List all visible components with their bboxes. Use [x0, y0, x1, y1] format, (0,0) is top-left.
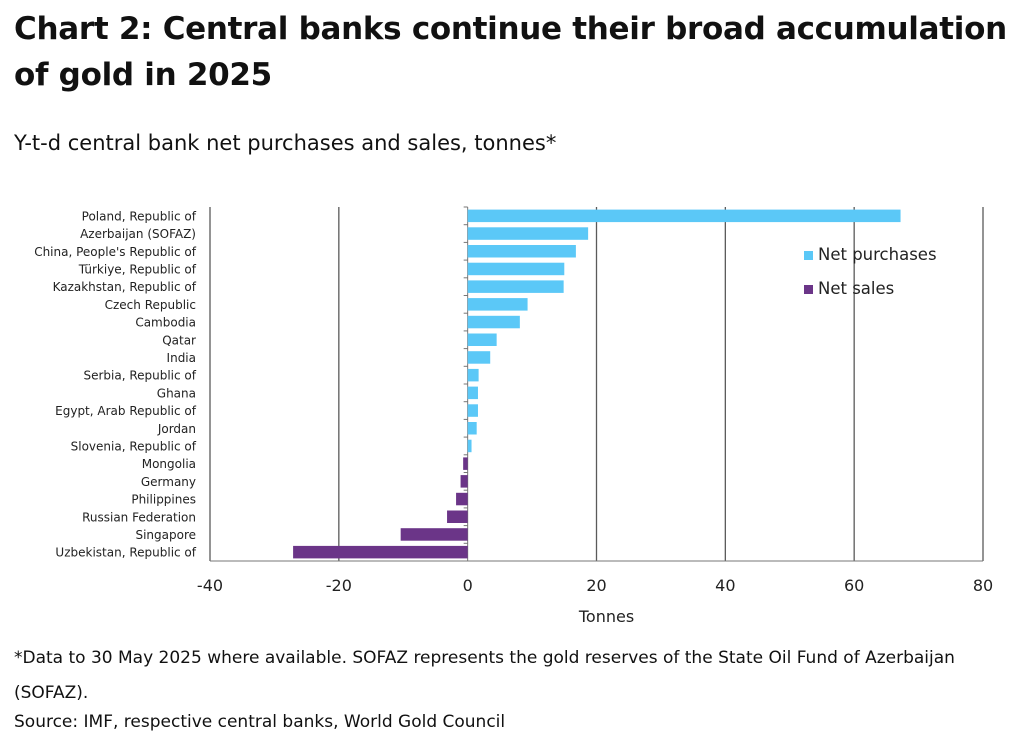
- chart-subtitle: Y-t-d central bank net purchases and sal…: [14, 131, 557, 155]
- bar-net-purchase: [467, 333, 497, 346]
- footnote: *Data to 30 May 2025 where available. SO…: [14, 648, 955, 703]
- category-label: Jordan: [157, 422, 196, 436]
- x-tick-label: 20: [586, 576, 606, 595]
- legend: Net purchases Net sales: [804, 245, 937, 298]
- category-label: Qatar: [162, 333, 196, 347]
- category-label: Philippines: [131, 493, 196, 507]
- x-tick-label: -40: [197, 576, 223, 595]
- category-label: Azerbaijan (SOFAZ): [80, 227, 196, 241]
- category-label: Egypt, Arab Republic of: [55, 404, 197, 418]
- category-label: Mongolia: [142, 457, 196, 471]
- bars: [293, 209, 901, 559]
- category-label: China, People's Republic of: [34, 245, 197, 259]
- category-label: Czech Republic: [105, 298, 196, 312]
- category-label: Türkiye, Republic of: [78, 262, 197, 276]
- bar-net-purchase: [467, 404, 478, 417]
- bar-net-purchase: [467, 227, 589, 240]
- bar-chart: Poland, Republic of Azerbaijan (SOFAZ) Chi…: [34, 206, 993, 626]
- category-label: India: [167, 351, 196, 365]
- x-tick-label: 80: [973, 576, 993, 595]
- legend-swatch-purchases: [804, 251, 813, 260]
- bar-net-sale: [293, 545, 468, 559]
- x-tick-label: 0: [463, 576, 473, 595]
- category-label: Serbia, Republic of: [83, 369, 196, 383]
- bar-net-purchase: [467, 351, 491, 364]
- legend-swatch-sales: [804, 285, 813, 294]
- bar-net-purchase: [467, 280, 564, 293]
- bar-net-sale: [460, 475, 468, 488]
- bar-net-purchase: [467, 245, 576, 258]
- category-label: Poland, Republic of: [82, 209, 197, 223]
- category-label: Kazakhstan, Republic of: [53, 280, 197, 294]
- bar-net-sale: [463, 457, 468, 470]
- category-labels: Poland, Republic of Azerbaijan (SOFAZ) Chi…: [34, 209, 197, 559]
- bar-net-sale: [456, 492, 468, 506]
- bar-net-purchase: [467, 386, 478, 400]
- source-note: Source: IMF, respective central banks, W…: [14, 712, 506, 732]
- category-label: Slovenia, Republic of: [71, 439, 197, 453]
- bar-net-sale: [400, 528, 468, 541]
- category-label: Ghana: [157, 386, 196, 400]
- bar-net-sale: [447, 510, 468, 523]
- category-label: Cambodia: [135, 316, 196, 330]
- x-tick-labels: -40 -20 0 20 40 60 80: [197, 576, 993, 595]
- x-tick-label: 60: [844, 576, 864, 595]
- bar-net-purchase: [467, 439, 472, 453]
- category-label: Russian Federation: [82, 510, 196, 524]
- bar-net-purchase: [467, 209, 901, 223]
- legend-label: Net sales: [818, 279, 894, 298]
- x-tick-label: 40: [715, 576, 735, 595]
- x-tick-label: -20: [326, 576, 352, 595]
- bar-net-purchase: [467, 422, 477, 435]
- bar-net-purchase: [467, 368, 479, 382]
- category-label: Singapore: [135, 528, 196, 542]
- chart-title: Chart 2: Central banks continue their br…: [14, 11, 1007, 93]
- category-label: Uzbekistan, Republic of: [55, 546, 196, 560]
- bar-net-purchase: [467, 262, 565, 276]
- legend-label: Net purchases: [818, 245, 937, 264]
- category-label: Germany: [141, 475, 196, 489]
- x-axis-label: Tonnes: [578, 607, 634, 626]
- bar-net-purchase: [467, 298, 528, 311]
- bar-net-purchase: [467, 315, 520, 329]
- grid-lines: [209, 206, 984, 562]
